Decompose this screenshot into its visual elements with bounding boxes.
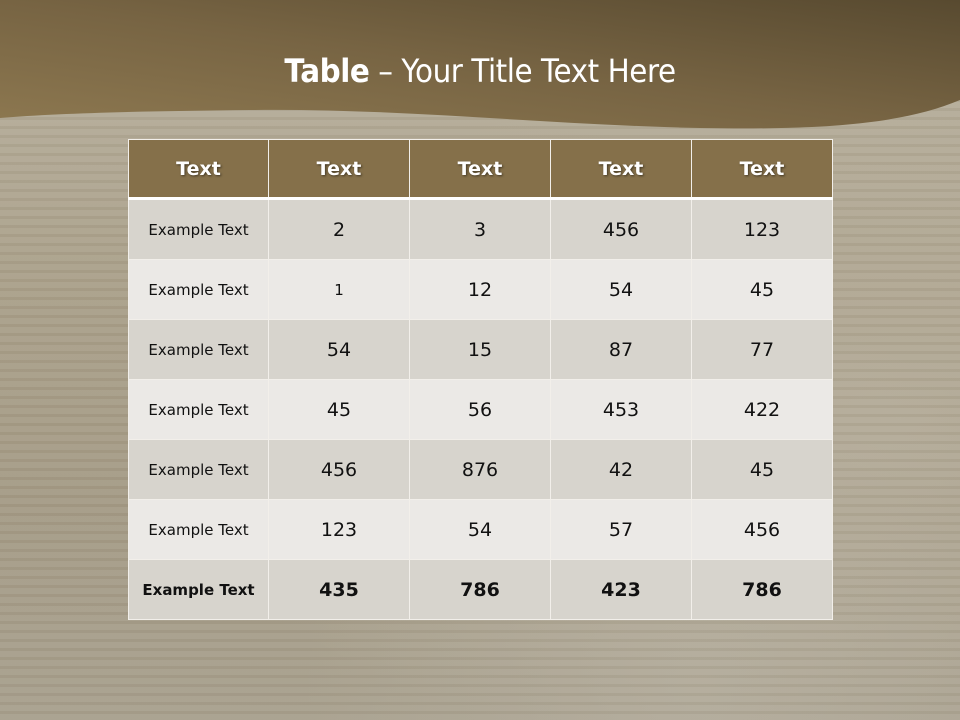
table-cell: 123: [691, 198, 833, 260]
row-label: Example Text: [128, 439, 269, 500]
table-cell: 12: [409, 259, 551, 320]
row-label: Example Text: [128, 379, 269, 440]
column-header: Text: [409, 139, 551, 199]
column-header: Text: [550, 139, 692, 199]
table-cell: 87: [550, 319, 692, 380]
table-cell: 45: [691, 439, 833, 500]
total-row: Example Text 435 786 423 786: [128, 559, 833, 620]
column-header: Text: [268, 139, 410, 199]
row-label: Example Text: [128, 559, 269, 620]
table-cell: 45: [268, 379, 410, 440]
row-label: Example Text: [128, 198, 269, 260]
table-cell: 3: [409, 198, 551, 260]
table-cell: 57: [550, 499, 692, 560]
column-header: Text: [128, 139, 269, 199]
table-cell: 423: [550, 559, 692, 620]
table-row: Example Text 45 56 453 422: [128, 379, 833, 440]
row-label: Example Text: [128, 319, 269, 380]
header-row: Text Text Text Text Text: [128, 139, 833, 199]
column-header: Text: [691, 139, 833, 199]
table-cell: 45: [691, 259, 833, 320]
table-cell: 456: [550, 198, 692, 260]
slide-title: Table – Your Title Text Here: [38, 52, 921, 90]
table-row: Example Text 2 3 456 123: [128, 198, 833, 260]
table-cell: 456: [691, 499, 833, 560]
table-cell: 1: [268, 259, 410, 320]
data-table: Text Text Text Text Text Example Text 2 3 456 12…: [128, 139, 833, 620]
table-cell: 422: [691, 379, 833, 440]
table-cell: 77: [691, 319, 833, 380]
row-label: Example Text: [128, 259, 269, 320]
table-cell: 435: [268, 559, 410, 620]
table-cell: 456: [268, 439, 410, 500]
table-cell: 786: [691, 559, 833, 620]
table-cell: 453: [550, 379, 692, 440]
table-row: Example Text 456 876 42 45: [128, 439, 833, 500]
table-cell: 876: [409, 439, 551, 500]
table-cell: 786: [409, 559, 551, 620]
table-cell: 54: [409, 499, 551, 560]
title-rest: – Your Title Text Here: [369, 52, 676, 90]
table-cell: 56: [409, 379, 551, 440]
table-cell: 54: [550, 259, 692, 320]
table-cell: 2: [268, 198, 410, 260]
table-cell: 123: [268, 499, 410, 560]
row-label: Example Text: [128, 499, 269, 560]
table-row: Example Text 54 15 87 77: [128, 319, 833, 380]
table-row: Example Text 1 12 54 45: [128, 259, 833, 320]
title-bold: Table: [284, 52, 370, 90]
table-cell: 54: [268, 319, 410, 380]
table-cell: 42: [550, 439, 692, 500]
table-row: Example Text 123 54 57 456: [128, 499, 833, 560]
header-band: [0, 0, 960, 129]
table-cell: 15: [409, 319, 551, 380]
